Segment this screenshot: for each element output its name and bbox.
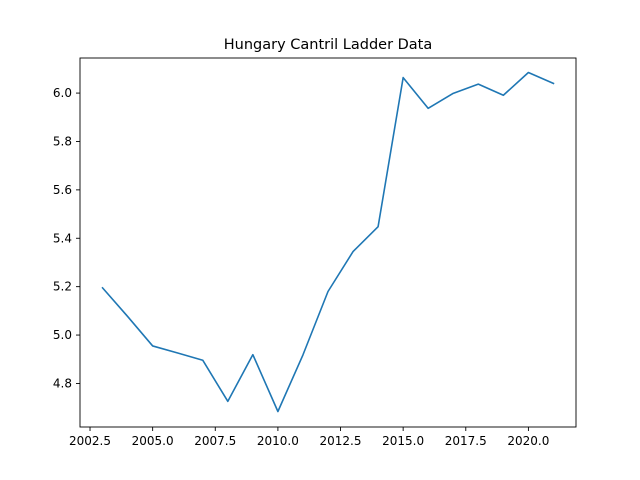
x-tick-label: 2002.5: [69, 434, 111, 448]
x-tick-label: 2020.0: [507, 434, 549, 448]
axes-layer: 2002.5 2005.0 2007.5 2010.0 2012.5 2015.0 2017…: [53, 57, 577, 448]
y-tick-label: 5.0: [53, 328, 72, 342]
x-tick-label: 2017.5: [445, 434, 487, 448]
y-tick-label: 5.4: [53, 231, 72, 245]
y-tick-label: 6.0: [53, 86, 72, 100]
plot-frame: [79, 57, 577, 428]
series-layer: [101, 71, 555, 413]
x-tick-label: 2005.0: [132, 434, 174, 448]
x-tick-label: 2010.0: [257, 434, 299, 448]
x-tick-label: 2007.5: [194, 434, 236, 448]
y-tick-label: 5.6: [53, 183, 72, 197]
series-line-0: [101, 71, 555, 413]
y-tick-label: 5.8: [53, 134, 72, 148]
x-tick-label: 2012.5: [320, 434, 362, 448]
chart-title: Hungary Cantril Ladder Data: [224, 37, 433, 53]
y-tick-label: 5.2: [53, 280, 72, 294]
x-tick-label: 2015.0: [382, 434, 424, 448]
y-tick-label: 4.8: [53, 376, 72, 390]
